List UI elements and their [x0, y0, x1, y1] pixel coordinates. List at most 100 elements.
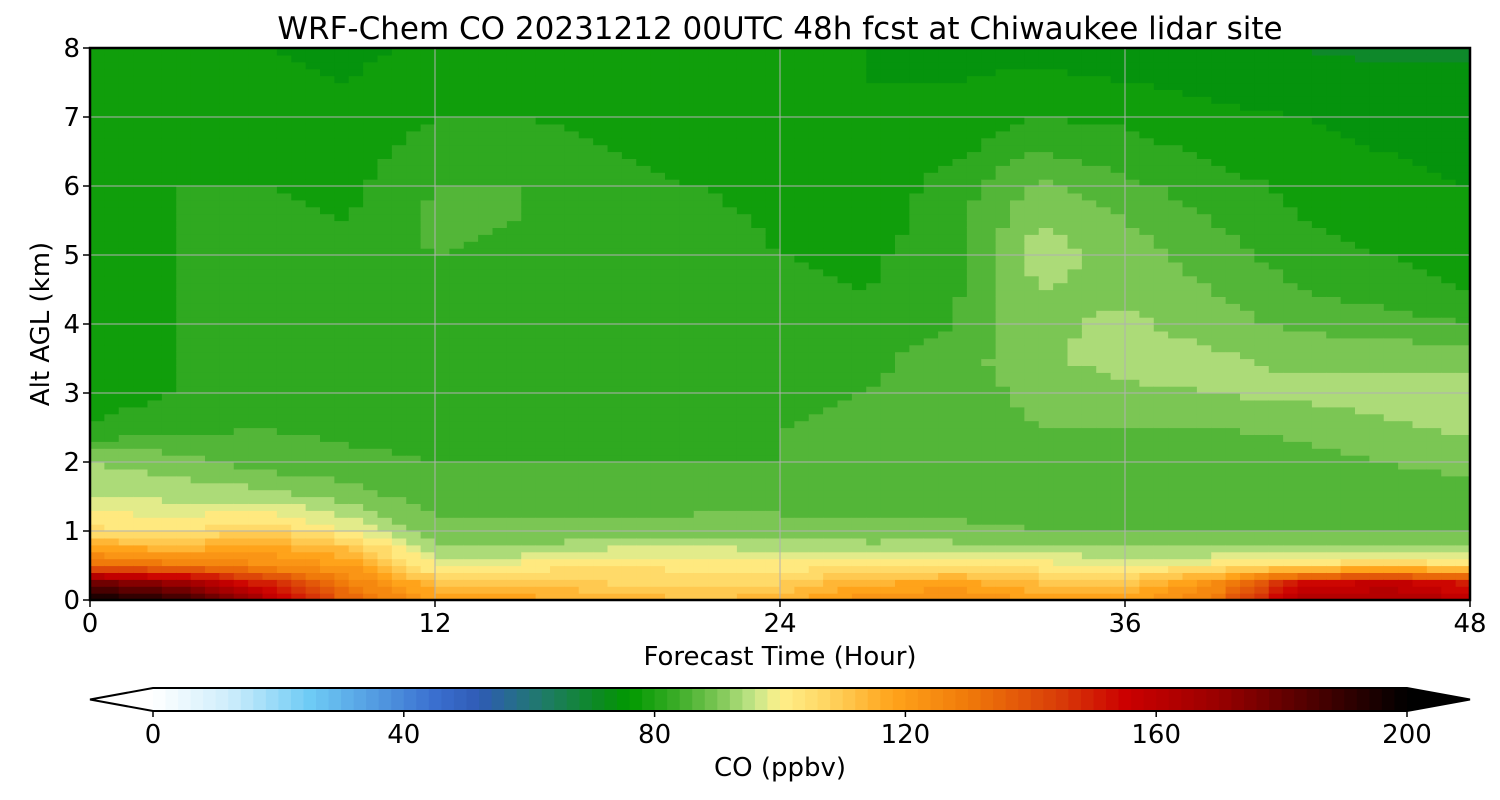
heatmap-cell [262, 462, 278, 470]
heatmap-cell [262, 248, 278, 256]
heatmap-cell [693, 289, 709, 297]
heatmap-cell [248, 303, 264, 311]
heatmap-cell [851, 358, 867, 366]
heatmap-cell [118, 365, 134, 373]
heatmap-cell [952, 103, 968, 111]
heatmap-cell [593, 268, 609, 277]
heatmap-cell [276, 261, 292, 270]
heatmap-cell [363, 489, 379, 498]
heatmap-cell [521, 54, 537, 63]
heatmap-cell [909, 192, 925, 201]
heatmap-cell [334, 117, 350, 125]
heatmap-cell [722, 441, 738, 449]
heatmap-cell [334, 372, 350, 380]
heatmap-cell [736, 158, 752, 166]
heatmap-cell [650, 268, 666, 277]
heatmap-cell [636, 48, 652, 56]
heatmap-cell [837, 351, 853, 360]
heatmap-cell [406, 275, 422, 284]
heatmap-cell [823, 427, 839, 435]
heatmap-cell [118, 358, 134, 366]
heatmap-cell [780, 82, 795, 90]
heatmap-cell [435, 489, 450, 498]
heatmap-cell [880, 448, 896, 456]
heatmap-cell [808, 227, 824, 235]
heatmap-cell [679, 248, 695, 256]
heatmap-cell [823, 489, 839, 498]
heatmap-cell [161, 365, 177, 373]
heatmap-cell [492, 510, 508, 518]
heatmap-cell [348, 393, 364, 401]
heatmap-cell [895, 386, 910, 394]
heatmap-cell [923, 489, 939, 498]
heatmap-cell [334, 255, 350, 263]
heatmap-cell [463, 586, 479, 594]
heatmap-cell [895, 123, 910, 132]
heatmap-cell [851, 248, 867, 256]
heatmap-cell [866, 413, 882, 422]
heatmap-cell [90, 420, 105, 429]
heatmap-cell [305, 489, 321, 498]
heatmap-cell [578, 117, 594, 125]
heatmap-cell [377, 351, 393, 360]
heatmap-cell [190, 337, 206, 346]
heatmap-cell [895, 213, 910, 222]
heatmap-cell [262, 496, 278, 504]
heatmap-cell [104, 455, 120, 463]
heatmap-cell [636, 503, 652, 511]
heatmap-cell [478, 296, 494, 304]
heatmap-cell [406, 241, 422, 249]
heatmap-cell [90, 54, 105, 63]
heatmap-cell [219, 482, 235, 491]
heatmap-cell [636, 330, 652, 339]
heatmap-cell [176, 220, 192, 228]
heatmap-cell [391, 358, 407, 366]
heatmap-cell [276, 268, 292, 277]
heatmap-cell [305, 48, 321, 56]
heatmap-cell [262, 186, 278, 194]
heatmap-cell [851, 365, 867, 373]
heatmap-cell [607, 579, 623, 587]
heatmap-cell [851, 468, 867, 477]
heatmap-cell [909, 496, 925, 504]
heatmap-cell [363, 565, 379, 573]
heatmap-cell [478, 330, 494, 339]
heatmap-cell [233, 489, 249, 498]
heatmap-cell [449, 379, 465, 387]
heatmap-cell [866, 75, 882, 84]
heatmap-cell [621, 489, 637, 498]
heatmap-cell [650, 234, 666, 242]
heatmap-cell [348, 434, 364, 442]
heatmap-cell [621, 268, 637, 277]
heatmap-cell [219, 54, 235, 63]
heatmap-cell [420, 324, 436, 332]
heatmap-cell [578, 462, 594, 470]
heatmap-cell [406, 144, 422, 153]
heatmap-cell [851, 427, 867, 435]
heatmap-cell [780, 365, 795, 373]
heatmap-cell [262, 544, 278, 553]
heatmap-cell [665, 165, 680, 173]
heatmap-cell [334, 379, 350, 387]
heatmap-cell [406, 158, 422, 166]
heatmap-cell [708, 434, 724, 442]
heatmap-cell [521, 351, 537, 360]
heatmap-cell [938, 227, 954, 235]
heatmap-cell [219, 365, 235, 373]
heatmap-cell [291, 48, 307, 56]
heatmap-cell [391, 496, 407, 504]
heatmap-cell [708, 406, 724, 415]
heatmap-cell [233, 448, 249, 456]
heatmap-cell [90, 227, 105, 235]
heatmap-cell [550, 537, 565, 546]
heatmap-cell [377, 558, 393, 567]
heatmap-cell [952, 413, 968, 422]
heatmap-cell [909, 358, 925, 366]
heatmap-cell [391, 489, 407, 498]
heatmap-cell [348, 275, 364, 284]
heatmap-cell [578, 130, 594, 139]
heatmap-cell [435, 137, 450, 146]
heatmap-cell [636, 255, 652, 263]
heatmap-cell [650, 517, 666, 525]
heatmap-cell [521, 413, 537, 422]
